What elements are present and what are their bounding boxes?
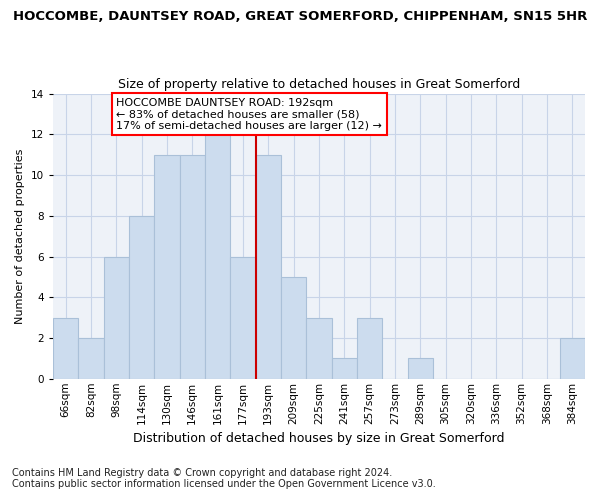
Bar	[407, 358, 433, 379]
Text: Contains HM Land Registry data © Crown copyright and database right 2024.
Contai: Contains HM Land Registry data © Crown c…	[12, 468, 436, 489]
Bar	[129, 216, 154, 379]
Bar	[560, 338, 585, 379]
Y-axis label: Number of detached properties: Number of detached properties	[15, 148, 25, 324]
Bar	[104, 256, 129, 379]
X-axis label: Distribution of detached houses by size in Great Somerford: Distribution of detached houses by size …	[133, 432, 505, 445]
Bar	[281, 277, 306, 379]
Bar	[306, 318, 332, 379]
Bar	[78, 338, 104, 379]
Bar	[154, 154, 179, 379]
Bar	[53, 318, 78, 379]
Bar	[179, 154, 205, 379]
Bar	[256, 154, 281, 379]
Text: HOCCOMBE DAUNTSEY ROAD: 192sqm
← 83% of detached houses are smaller (58)
17% of : HOCCOMBE DAUNTSEY ROAD: 192sqm ← 83% of …	[116, 98, 382, 131]
Bar	[332, 358, 357, 379]
Text: HOCCOMBE, DAUNTSEY ROAD, GREAT SOMERFORD, CHIPPENHAM, SN15 5HR: HOCCOMBE, DAUNTSEY ROAD, GREAT SOMERFORD…	[13, 10, 587, 23]
Bar	[230, 256, 256, 379]
Title: Size of property relative to detached houses in Great Somerford: Size of property relative to detached ho…	[118, 78, 520, 91]
Bar	[205, 134, 230, 379]
Bar	[357, 318, 382, 379]
